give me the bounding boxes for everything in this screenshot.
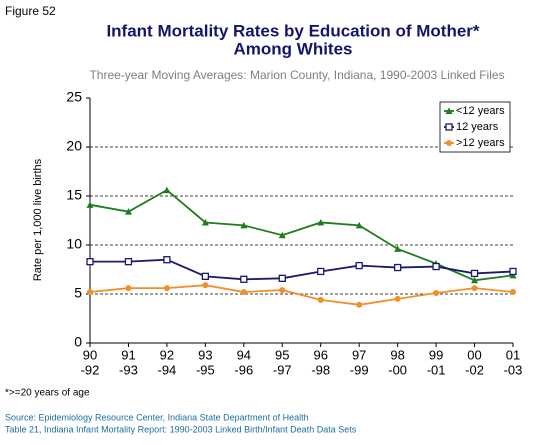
x-tick-label: 01 — [506, 347, 520, 362]
series-line — [89, 189, 514, 282]
x-tick-label: -95 — [196, 362, 215, 377]
x-tick-label: -93 — [119, 362, 138, 377]
marker — [86, 201, 94, 208]
marker — [393, 263, 402, 272]
y-tick-label: 0 — [74, 334, 82, 350]
marker — [163, 186, 171, 194]
x-tick-label: -98 — [311, 362, 330, 377]
x-tick-label: 98 — [390, 347, 404, 362]
marker — [163, 256, 171, 264]
y-tick-label: 10 — [66, 236, 82, 252]
marker — [124, 258, 133, 266]
chart-title: Infant Mortality Rates by Education of M… — [106, 21, 479, 40]
marker — [355, 221, 363, 229]
x-tick-label: -03 — [504, 362, 523, 377]
marker — [471, 285, 478, 292]
x-tick-label: 93 — [198, 347, 212, 362]
marker — [470, 269, 479, 278]
source: Source: Epidemiology Resource Center, In… — [5, 412, 309, 422]
marker — [87, 289, 93, 296]
chart-title: Among Whites — [234, 39, 353, 58]
x-tick-label: 94 — [237, 347, 251, 362]
marker — [240, 275, 248, 283]
marker — [278, 231, 286, 239]
marker — [86, 258, 94, 266]
marker — [446, 140, 452, 146]
x-tick-label: 95 — [275, 347, 289, 362]
legend-label: >12 years — [456, 137, 505, 149]
marker — [432, 262, 440, 271]
y-tick-label: 20 — [66, 138, 82, 154]
marker — [279, 287, 286, 294]
x-tick-label: -00 — [388, 362, 407, 377]
marker — [394, 295, 401, 302]
series-line — [89, 284, 514, 306]
marker — [317, 218, 325, 226]
x-tick-label: -97 — [273, 362, 292, 377]
marker — [201, 218, 209, 226]
x-tick-label: 97 — [352, 347, 366, 362]
marker — [445, 107, 453, 114]
marker — [317, 267, 325, 276]
marker — [317, 296, 324, 303]
x-tick-label: 00 — [467, 347, 481, 362]
x-tick-label: 96 — [313, 347, 327, 362]
legend-label: <12 years — [456, 105, 505, 117]
series-line — [90, 258, 514, 281]
x-tick-label: 90 — [83, 347, 97, 362]
marker — [124, 208, 132, 215]
marker — [125, 285, 132, 292]
marker — [163, 285, 170, 292]
x-tick-label: 91 — [121, 347, 135, 362]
figure-label: Figure 52 — [5, 4, 56, 18]
marker — [240, 221, 248, 229]
x-tick-label: -02 — [465, 362, 484, 377]
marker — [356, 301, 363, 308]
x-tick-label: 92 — [160, 347, 174, 362]
marker — [394, 245, 402, 252]
x-tick-label: 99 — [429, 347, 443, 362]
marker — [445, 123, 453, 131]
marker — [355, 261, 363, 270]
y-tick-label: 25 — [66, 89, 82, 105]
x-tick-label: -92 — [81, 362, 100, 377]
y-tick-label: 5 — [74, 285, 82, 301]
x-tick-label: -94 — [158, 362, 177, 377]
marker — [201, 272, 210, 281]
marker — [202, 282, 209, 289]
marker — [278, 274, 286, 282]
x-tick-label: -99 — [350, 362, 369, 377]
marker — [509, 271, 517, 279]
marker — [509, 267, 517, 276]
marker — [510, 289, 516, 296]
x-tick-label: -96 — [234, 362, 253, 377]
x-tick-label: -01 — [427, 362, 446, 377]
marker — [471, 276, 479, 284]
source: Table 21, Indiana Infant Mortality Repor… — [5, 424, 357, 434]
y-tick-label: 15 — [66, 187, 82, 203]
footnote: *>=20 years of age — [5, 388, 90, 399]
chart-subtitle: Three-year Moving Averages: Marion Count… — [89, 68, 504, 82]
y-axis-label: Rate per 1,000 live births — [32, 158, 44, 281]
marker — [433, 290, 440, 297]
marker — [240, 289, 247, 296]
legend-label: 12 years — [456, 121, 499, 133]
